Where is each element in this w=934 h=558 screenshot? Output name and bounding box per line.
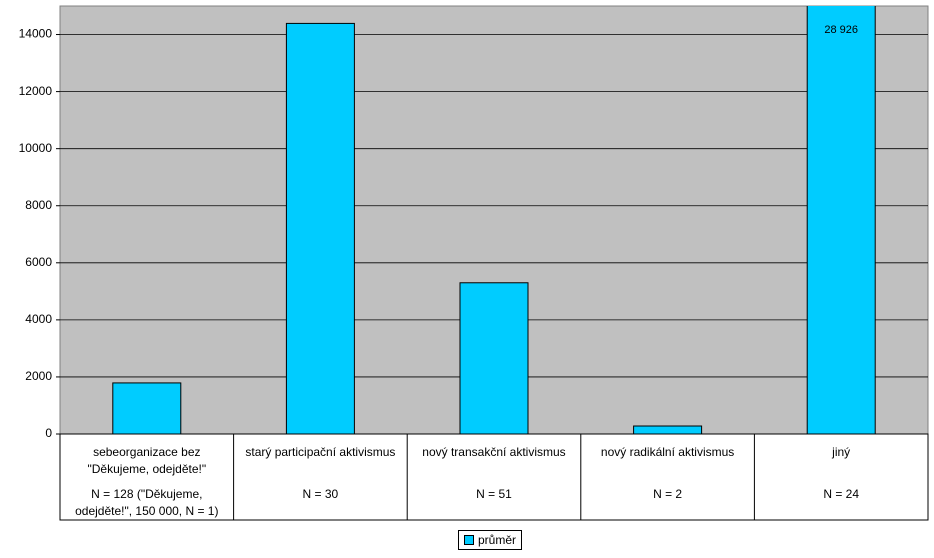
- category-note: N = 128 ("Děkujeme, odejděte!", 150 000,…: [75, 487, 219, 518]
- y-tick-label: 4000: [25, 312, 52, 326]
- category-note: N = 24: [823, 487, 860, 501]
- category-note: N = 2: [653, 487, 683, 501]
- x-tick-label: nový transakční aktivismus: [422, 445, 566, 459]
- x-tick-label: nový radikální aktivismus: [600, 445, 735, 459]
- y-tick-label: 0: [45, 426, 52, 440]
- y-tick-label: 6000: [25, 255, 52, 269]
- bar: [633, 425, 703, 434]
- x-tick-label: starý participační aktivismus: [245, 445, 396, 459]
- bar: [285, 22, 355, 434]
- value-label: 28 926: [824, 24, 858, 36]
- y-tick-label: 12000: [19, 84, 53, 98]
- category-note: N = 30: [302, 487, 339, 501]
- bar: [459, 282, 529, 434]
- y-tick-label: 2000: [25, 369, 52, 383]
- y-tick-label: 8000: [25, 198, 52, 212]
- bar: [112, 382, 182, 434]
- bar: [806, 6, 876, 434]
- legend-swatch: [464, 535, 474, 545]
- category-note: N = 51: [476, 487, 512, 501]
- table-border: [59, 433, 929, 521]
- y-tick-label: 14000: [19, 27, 53, 41]
- y-tick-label: 10000: [19, 141, 53, 155]
- legend: průměr: [458, 530, 523, 550]
- x-tick-label: jiný: [832, 445, 851, 459]
- legend-label: průměr: [478, 533, 517, 547]
- x-tick-label: sebeorganizace bez "Děkujeme, odejděte!": [87, 445, 207, 476]
